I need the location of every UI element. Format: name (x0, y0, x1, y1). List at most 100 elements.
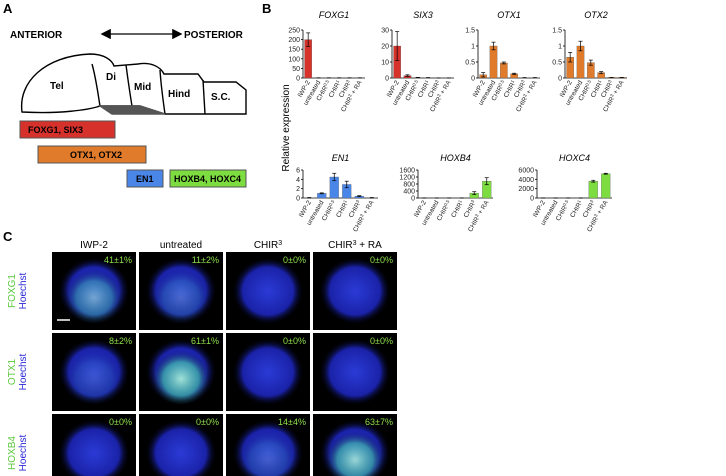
row-stain: Hoechst (18, 353, 29, 390)
percent-label: 0±0% (109, 417, 132, 427)
hoechst-signal (232, 338, 304, 406)
panel-label: A (3, 1, 13, 16)
micrograph (226, 414, 310, 476)
x-tick-label-part: + RA (595, 199, 610, 217)
x-tick-label-part: 3 (609, 93, 615, 98)
region-label: Di (106, 72, 116, 83)
micrograph (313, 414, 397, 476)
y-tick-label: 250 (288, 28, 300, 35)
percent-label: 0±0% (370, 255, 393, 265)
x-tick-label-part: 1 (457, 198, 463, 203)
y-tick-label: 20 (381, 44, 389, 51)
error-bar (357, 195, 362, 197)
y-tick-label: 1 (471, 44, 475, 51)
percent-label: 41±1% (104, 255, 132, 265)
error-bar (491, 41, 496, 51)
error-bar (306, 32, 311, 47)
marker-box (126, 169, 164, 188)
region-label: Tel (50, 81, 64, 92)
y-tick-label: 0 (411, 196, 415, 203)
x-tick-label-part: + RA (438, 79, 453, 97)
error-bar (568, 52, 573, 63)
percent-label: 14±4% (278, 417, 306, 427)
brain-diagram (20, 53, 247, 115)
y-tick-label: 1600 (399, 168, 415, 175)
chart-title: SIX3 (413, 10, 433, 20)
chart-title: EN1 (332, 153, 350, 163)
error-bar (395, 31, 400, 61)
percent-label: 0±0% (196, 417, 219, 427)
y-tick-label: 150 (288, 47, 300, 54)
column-header: CHIR3 (254, 240, 282, 252)
x-tick-label-part: CHIR (450, 201, 464, 219)
percent-label: 11±2% (192, 255, 219, 265)
marker-label: EN1 (136, 174, 154, 184)
column-header: IWP-2 (80, 240, 108, 251)
micrograph (52, 252, 136, 330)
chart-title: HOXC4 (559, 153, 590, 163)
hoechst-signal (58, 419, 130, 476)
row-stain: Hoechst (18, 434, 29, 471)
y-tick-label: 0 (385, 76, 389, 83)
x-tick-label-part: 3 (354, 198, 360, 203)
error-bar (599, 71, 604, 74)
marker-label: OTX1, OTX2 (70, 150, 122, 160)
error-bar (484, 177, 489, 186)
x-tick-label-part: 0.5 (561, 198, 569, 206)
column-header: CHIR3 + RA (328, 240, 382, 252)
row-marker: HOXB4 (7, 436, 18, 470)
marker-label: HOXB4, HOXC4 (174, 174, 241, 184)
error-bar (405, 74, 410, 77)
region-label: Mid (134, 82, 151, 93)
y-tick-label: 0 (558, 76, 562, 83)
x-tick-label-part: 0.5 (411, 78, 419, 86)
x-tick-label-part: 3 (469, 198, 475, 203)
y-tick-label: 800 (403, 182, 415, 189)
x-tick-label-part: 1 (576, 198, 582, 203)
x-tick-label-part: 3 (522, 93, 528, 98)
chart-title: OTX2 (584, 10, 608, 20)
y-axis-label: Relative expression (281, 84, 292, 171)
x-tick-label-part: 3 (593, 213, 599, 218)
column-header-part: CHIR (254, 240, 278, 251)
y-tick-label: 1.5 (552, 28, 562, 35)
micrograph (313, 252, 397, 330)
marker-signal (64, 348, 124, 404)
x-tick-label-part: + RA (476, 199, 491, 217)
x-tick-label-part: 3 (359, 213, 365, 218)
x-tick-label-part: + RA (349, 79, 364, 97)
x-tick-label-part: 3 (520, 78, 526, 83)
error-bar (578, 40, 583, 52)
bar (500, 62, 508, 79)
x-tick-label-part: 0.5 (497, 78, 505, 86)
column-header-part: + RA (357, 240, 383, 251)
region-label: S.C. (211, 92, 231, 103)
y-tick-label: 4 (296, 177, 300, 184)
x-tick-label-part: 3 (588, 198, 594, 203)
x-tick-label-part: 3 (434, 78, 440, 83)
y-tick-label: 10 (381, 60, 389, 67)
marker-signal (325, 429, 385, 476)
micrograph (226, 252, 310, 330)
x-tick-label-part: 1 (596, 78, 602, 83)
error-bar (319, 192, 324, 195)
row-marker: OTX1 (7, 359, 18, 386)
panel-label: C (3, 229, 13, 244)
percent-label: 0±0% (283, 255, 306, 265)
column-header-part: CHIR (328, 240, 352, 251)
bar (588, 181, 598, 199)
error-bar (472, 191, 477, 195)
chart-title: OTX1 (497, 10, 521, 20)
y-tick-label: 50 (292, 66, 300, 73)
row-marker: FOXG1 (7, 274, 18, 308)
y-tick-label: 1200 (399, 175, 415, 182)
region-label: Hind (168, 89, 190, 100)
column-header-part: IWP-2 (80, 240, 108, 251)
column-header-part: untreated (160, 240, 202, 251)
x-tick-label-part: 1 (423, 78, 429, 83)
marker-box (169, 169, 247, 188)
y-tick-label: 30 (381, 28, 389, 35)
x-tick-label-part: + RA (611, 79, 626, 97)
y-tick-label: 6000 (518, 168, 534, 175)
y-tick-label: 0 (296, 196, 300, 203)
